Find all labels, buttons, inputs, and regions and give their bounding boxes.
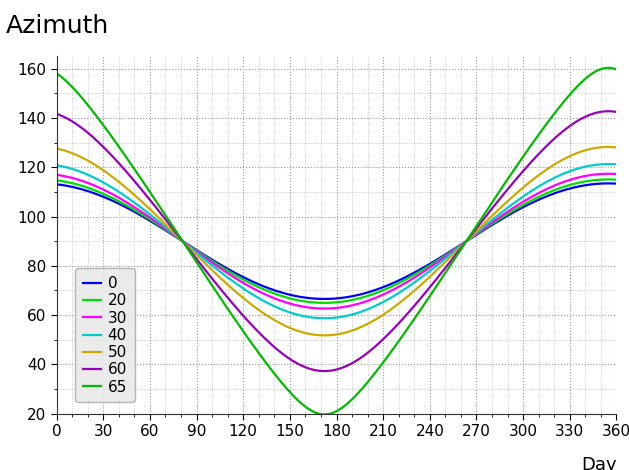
40 bbox=[53, 163, 60, 168]
60 bbox=[321, 368, 328, 374]
0 bbox=[494, 219, 501, 224]
30 bbox=[604, 171, 612, 177]
Text: Day: Day bbox=[581, 456, 616, 470]
40 bbox=[325, 315, 333, 321]
0 bbox=[53, 181, 60, 187]
30 bbox=[81, 179, 89, 185]
0 bbox=[596, 181, 604, 187]
65 bbox=[310, 409, 318, 415]
30 bbox=[53, 172, 60, 178]
30 bbox=[494, 216, 501, 221]
60 bbox=[604, 109, 612, 114]
50 bbox=[53, 146, 60, 151]
65 bbox=[53, 70, 60, 76]
65 bbox=[604, 65, 612, 70]
Line: 0: 0 bbox=[57, 183, 616, 299]
20 bbox=[81, 184, 89, 190]
Legend: 0, 20, 30, 40, 50, 60, 65: 0, 20, 30, 40, 50, 60, 65 bbox=[75, 268, 135, 402]
65 bbox=[596, 67, 604, 72]
60 bbox=[310, 367, 318, 373]
20 bbox=[604, 177, 612, 182]
30 bbox=[597, 171, 604, 177]
Line: 40: 40 bbox=[57, 164, 616, 318]
65 bbox=[321, 412, 328, 417]
40 bbox=[613, 162, 620, 167]
30 bbox=[325, 306, 333, 311]
60 bbox=[494, 199, 501, 204]
50 bbox=[604, 144, 612, 150]
20 bbox=[321, 300, 328, 306]
20 bbox=[325, 300, 333, 306]
50 bbox=[310, 332, 318, 337]
0 bbox=[604, 180, 612, 186]
Text: Azimuth: Azimuth bbox=[6, 14, 109, 38]
Line: 60: 60 bbox=[57, 111, 616, 371]
40 bbox=[321, 315, 328, 321]
0 bbox=[81, 188, 89, 193]
Line: 20: 20 bbox=[57, 180, 616, 303]
0 bbox=[310, 296, 318, 301]
50 bbox=[494, 208, 501, 213]
30 bbox=[310, 305, 318, 311]
0 bbox=[321, 296, 328, 302]
50 bbox=[321, 333, 328, 338]
60 bbox=[597, 109, 604, 115]
30 bbox=[613, 171, 620, 177]
20 bbox=[53, 178, 60, 183]
0 bbox=[597, 181, 604, 187]
0 bbox=[613, 181, 620, 187]
40 bbox=[597, 162, 604, 167]
0 bbox=[325, 296, 333, 302]
50 bbox=[325, 332, 333, 338]
Line: 50: 50 bbox=[57, 147, 616, 336]
30 bbox=[321, 306, 328, 311]
60 bbox=[613, 109, 620, 115]
Line: 65: 65 bbox=[57, 68, 616, 415]
30 bbox=[596, 171, 604, 177]
60 bbox=[596, 109, 604, 115]
65 bbox=[494, 191, 501, 197]
Line: 30: 30 bbox=[57, 174, 616, 308]
65 bbox=[325, 411, 333, 417]
20 bbox=[597, 177, 604, 182]
40 bbox=[596, 162, 604, 167]
60 bbox=[325, 368, 333, 374]
65 bbox=[613, 67, 620, 72]
20 bbox=[494, 218, 501, 223]
60 bbox=[81, 128, 89, 133]
40 bbox=[310, 315, 318, 321]
40 bbox=[494, 212, 501, 218]
50 bbox=[597, 144, 604, 150]
20 bbox=[596, 177, 604, 182]
40 bbox=[604, 161, 612, 167]
65 bbox=[81, 99, 89, 104]
60 bbox=[53, 111, 60, 117]
20 bbox=[310, 300, 318, 306]
65 bbox=[597, 66, 604, 72]
20 bbox=[613, 177, 620, 182]
50 bbox=[81, 157, 89, 162]
50 bbox=[613, 145, 620, 150]
40 bbox=[81, 171, 89, 176]
50 bbox=[596, 145, 604, 150]
